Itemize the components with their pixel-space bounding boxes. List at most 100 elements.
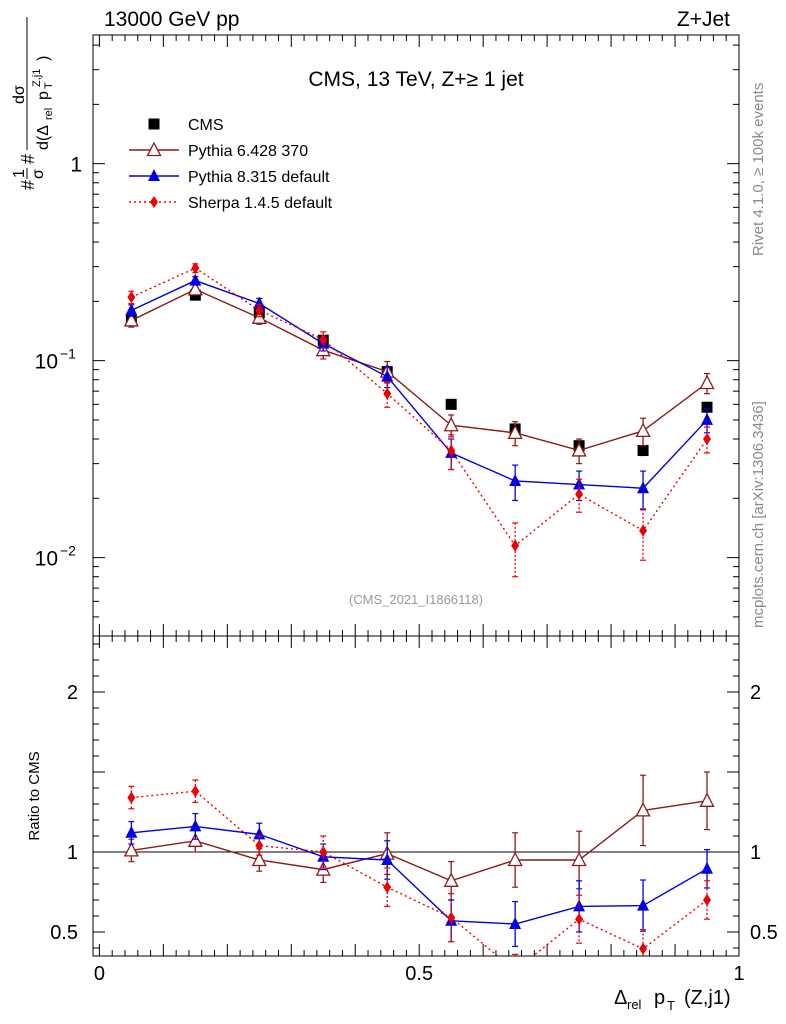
legend-label: Sherpa 1.4.5 default xyxy=(188,195,333,212)
main-data-point xyxy=(701,412,714,425)
ratio-plot-frame xyxy=(92,635,740,957)
main-data-point xyxy=(701,401,713,413)
y-tick-label: 2 xyxy=(67,682,78,704)
x-axis-label: Δ rel p T (Z,j1) xyxy=(614,987,731,1013)
rivet-version-label: Rivet 4.1.0, ≥ 100k events xyxy=(750,83,767,256)
main-data-point xyxy=(187,280,203,296)
svg-text:rel: rel xyxy=(627,997,642,1012)
main-data-point xyxy=(127,291,136,304)
main-data-point xyxy=(507,424,523,439)
ratio-data-point xyxy=(251,851,267,867)
ratio-series-line xyxy=(131,800,708,882)
legend-item: CMS xyxy=(148,117,224,134)
legend-label: Pythia 8.315 default xyxy=(188,169,330,186)
main-axis-ticks xyxy=(93,35,740,637)
main-data-point xyxy=(703,433,712,446)
ratio-y-axis-label: Ratio to CMS xyxy=(26,751,43,840)
ratio-data-point xyxy=(637,898,650,911)
main-data-point xyxy=(383,387,392,400)
main-series-cms xyxy=(125,289,713,457)
header-energy-label: 13000 GeV pp xyxy=(104,8,239,31)
main-data-point xyxy=(253,296,266,309)
y-tick-label-exponent: −2 xyxy=(60,543,76,559)
y-tick-label-right: 1 xyxy=(750,842,761,864)
analysis-watermark: (CMS_2021_I1866118) xyxy=(349,592,483,607)
main-series-sherpa-1-4-5-default xyxy=(127,262,712,578)
main-data-point xyxy=(319,333,328,346)
ratio-data-point xyxy=(701,861,714,874)
main-series-pythia-8-315-default xyxy=(125,273,714,511)
ratio-data-point xyxy=(575,913,584,926)
legend-marker xyxy=(148,169,160,181)
ratio-series-pythia-8-315-default xyxy=(125,812,714,948)
mcplots-reference-label: mcplots.cern.ch [arXiv:1306.3436] xyxy=(750,401,767,628)
svg-text:Δ: Δ xyxy=(614,987,627,1009)
ratio-data-point xyxy=(443,872,459,887)
main-data-point xyxy=(125,303,138,316)
ratio-axis-ticks xyxy=(93,636,740,956)
x-tick-labels: 0 0.5 1 xyxy=(94,963,745,985)
ratio-data-point xyxy=(447,911,456,924)
ratio-data-point xyxy=(699,792,715,807)
main-series-pythia-6-428-370 xyxy=(123,280,715,465)
main-data-point xyxy=(571,442,587,457)
y-tick-label-right: 2 xyxy=(750,682,761,704)
legend-label: Pythia 6.428 370 xyxy=(188,143,308,160)
svg-text:): ) xyxy=(35,56,52,61)
svg-text:p: p xyxy=(654,987,665,1009)
ratio-data-point xyxy=(123,841,139,857)
ratio-clipped-group xyxy=(123,771,715,976)
ratio-data-point xyxy=(189,819,202,832)
ratio-plot-panel: 2 2 1 1 0.5 0.5 Ratio to CMS xyxy=(26,635,778,976)
svg-text:dσ: dσ xyxy=(11,85,28,104)
main-series-line xyxy=(131,279,708,489)
y-tick-label: 1 xyxy=(67,842,78,864)
main-clipped-group xyxy=(123,262,715,578)
main-data-point xyxy=(637,444,649,456)
legend-marker xyxy=(146,141,162,157)
main-data-point xyxy=(445,398,457,410)
ratio-series-sherpa-1-4-5-default xyxy=(127,779,712,976)
ratio-data-point xyxy=(639,942,648,955)
ratio-data-point xyxy=(381,853,394,865)
ratio-data-point xyxy=(383,881,392,894)
main-data-point xyxy=(509,473,522,486)
y-tick-label: 10 xyxy=(35,351,58,374)
legend-item: Pythia 8.315 default xyxy=(129,169,330,186)
main-series-line xyxy=(131,267,708,547)
main-y-axis-label: # 1 σ # dσ d(Δ rel p T Z,j1 ) xyxy=(11,17,55,190)
main-data-point xyxy=(637,481,650,494)
svg-text:T: T xyxy=(43,82,55,89)
svg-text:#: # xyxy=(18,154,38,164)
main-data-point xyxy=(191,262,200,275)
ratio-series-line xyxy=(131,790,708,956)
main-data-point xyxy=(511,539,520,552)
y-tick-label: 1 xyxy=(70,154,82,177)
ratio-data-point xyxy=(125,825,138,838)
ratio-data-point xyxy=(255,839,264,852)
svg-text:σ: σ xyxy=(30,169,47,179)
legend: CMS Pythia 6.428 370 Pythia 8.315 default S… xyxy=(129,117,333,212)
main-data-series xyxy=(123,262,715,578)
svg-text:p: p xyxy=(35,91,52,100)
svg-text:rel: rel xyxy=(43,108,55,120)
main-plot-panel: 110−110−2 CMS, 13 TeV, Z+≥ 1 jet (CMS_20… xyxy=(35,34,740,637)
main-series-line xyxy=(131,288,708,452)
main-data-point xyxy=(639,524,648,537)
main-data-point xyxy=(447,444,456,457)
main-data-point xyxy=(575,488,584,501)
ratio-data-point xyxy=(511,964,519,976)
x-tick-label: 0.5 xyxy=(405,963,433,985)
legend-marker xyxy=(148,118,160,130)
main-data-point xyxy=(381,369,394,382)
legend-label: CMS xyxy=(188,117,224,134)
ratio-data-point xyxy=(319,846,328,858)
x-tick-label: 0 xyxy=(94,963,105,985)
ratio-data-point xyxy=(187,832,203,847)
x-tick-label: 1 xyxy=(733,963,744,985)
svg-text:d(Δ: d(Δ xyxy=(35,125,52,150)
ratio-series-line xyxy=(131,825,708,925)
ratio-data-point xyxy=(509,917,522,929)
main-data-point xyxy=(123,312,139,327)
